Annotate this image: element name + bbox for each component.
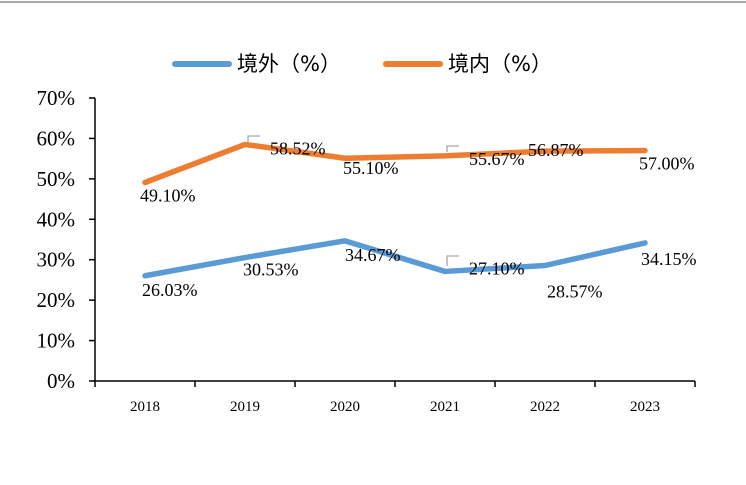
- data-label: 34.67%: [345, 245, 401, 265]
- data-label: 56.87%: [528, 140, 584, 160]
- leader-line: [447, 256, 459, 266]
- data-label: 55.67%: [469, 149, 525, 169]
- legend-label: 境外（%）: [237, 52, 341, 76]
- x-tick-label: 2022: [530, 399, 560, 415]
- legend: 境外（%） 境内（%）: [175, 52, 552, 76]
- y-tick-label: 10%: [37, 329, 76, 353]
- y-tick-label: 50%: [37, 167, 76, 191]
- data-label: 57.00%: [639, 154, 695, 174]
- x-tick-label: 2018: [130, 399, 160, 415]
- x-tick-label: 2019: [230, 399, 260, 415]
- data-label: 30.53%: [243, 260, 299, 280]
- y-tick-label: 0%: [47, 369, 75, 393]
- data-label: 28.57%: [547, 281, 603, 301]
- data-label: 26.03%: [142, 280, 198, 300]
- x-tick-label: 2020: [330, 399, 360, 415]
- y-axis: 0% 10% 20% 30% 40% 50% 60% 70%: [37, 86, 96, 393]
- y-tick-label: 30%: [37, 248, 76, 272]
- y-tick-label: 40%: [37, 207, 76, 231]
- data-label: 49.10%: [140, 185, 196, 205]
- data-label: 27.10%: [469, 258, 525, 278]
- data-label: 55.10%: [343, 158, 399, 178]
- data-label: 58.52%: [270, 138, 326, 158]
- data-label: 34.15%: [641, 249, 697, 269]
- leader-line: [447, 146, 459, 152]
- x-axis: 2018 2019 2020 2021 2022 2023: [95, 381, 695, 415]
- leader-line: [248, 136, 260, 142]
- y-tick-label: 60%: [37, 126, 76, 150]
- x-tick-label: 2023: [630, 399, 660, 415]
- x-tick-label: 2021: [430, 399, 460, 415]
- legend-label: 境内（%）: [448, 52, 552, 76]
- y-tick-label: 70%: [37, 86, 76, 110]
- y-tick-label: 20%: [37, 288, 76, 312]
- data-labels: 26.03% 30.53% 34.67% 27.10% 28.57% 34.15% 49.1…: [140, 138, 697, 301]
